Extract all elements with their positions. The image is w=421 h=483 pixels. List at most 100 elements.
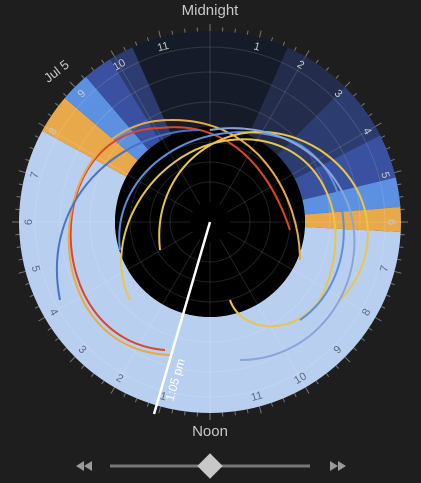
grid-circle	[34, 46, 386, 398]
dial-tick	[335, 75, 339, 79]
hour-label: 10	[292, 370, 309, 387]
dial-tick	[258, 406, 262, 414]
forward-button[interactable]	[330, 461, 346, 471]
dial-tick	[386, 146, 391, 150]
dial-tick	[386, 294, 391, 298]
top-label: Midnight	[182, 2, 240, 19]
hour-label: 1	[159, 390, 168, 403]
grid-circle	[129, 141, 291, 303]
dial-tick	[368, 327, 373, 331]
ring-segment	[110, 47, 172, 141]
dial-tick	[397, 183, 402, 186]
slider-thumb[interactable]	[197, 453, 223, 479]
dial-tick	[158, 406, 162, 414]
dial-tick	[270, 402, 274, 407]
dial-tick	[54, 337, 59, 342]
dial-tick	[146, 37, 150, 42]
dial-tick	[69, 81, 76, 88]
ring-segment	[248, 47, 346, 155]
ring-segment	[132, 31, 210, 136]
dial-tick	[47, 113, 52, 117]
slider	[76, 453, 346, 479]
dial-tick	[146, 402, 150, 407]
dial-tick	[305, 50, 310, 57]
dial-tick	[353, 93, 357, 97]
dial-tick	[394, 270, 402, 274]
hour-label: 4	[360, 126, 373, 137]
hour-label: 10	[111, 57, 128, 74]
dial-tick	[16, 246, 21, 248]
dial-tick	[381, 306, 386, 309]
grid-line	[227, 126, 376, 213]
ring-segment	[302, 177, 401, 215]
dial-tick	[29, 294, 34, 298]
dial-tick	[294, 393, 297, 398]
dial-tick	[353, 347, 357, 351]
dial-tick	[63, 347, 67, 351]
dial-tick	[390, 158, 395, 162]
dial-tick	[101, 59, 105, 64]
dial-tick	[399, 196, 404, 198]
dial-tick	[54, 102, 59, 107]
dial-tick	[123, 393, 126, 398]
hour-label: 6	[385, 219, 397, 225]
grid-circle	[169, 181, 251, 263]
hour-label: 8	[360, 307, 373, 318]
grid	[19, 31, 401, 413]
orbit	[120, 138, 337, 328]
hour-label: 8	[46, 126, 59, 137]
hour-label: 11	[156, 40, 170, 55]
dial-tick	[305, 387, 310, 394]
dial-tick	[34, 135, 39, 138]
dial-tick	[63, 93, 67, 97]
dial-tick	[123, 46, 126, 51]
orbit	[69, 126, 291, 351]
dial-tick	[18, 258, 23, 261]
time-hand	[152, 221, 212, 415]
dial-tick	[234, 411, 236, 416]
dial-tick	[134, 398, 138, 403]
dial-tick	[25, 158, 30, 162]
dial-tick	[315, 380, 319, 385]
dial-tick	[234, 28, 236, 33]
dial-tick	[101, 380, 105, 385]
dial-tick	[184, 411, 186, 416]
dial-tick	[81, 75, 85, 79]
rewind-button[interactable]	[76, 461, 92, 471]
dial-tick	[361, 337, 366, 342]
ring-segment	[19, 130, 401, 413]
dial-tick	[38, 122, 45, 127]
orbit	[67, 118, 301, 356]
dial-tick	[258, 30, 262, 38]
grid-line	[114, 56, 201, 205]
ring-segment	[277, 86, 381, 179]
dial-tick	[246, 409, 249, 414]
grid-line	[44, 126, 193, 213]
dial-tick	[282, 398, 286, 403]
hour-label: 11	[250, 389, 264, 404]
dial-tick	[25, 282, 30, 286]
dial-tick	[18, 183, 23, 186]
dial-tick	[390, 282, 395, 286]
dial-tick	[394, 170, 402, 174]
dial-ticks	[12, 24, 408, 420]
dial-tick	[294, 46, 297, 51]
dial-tick	[110, 50, 115, 57]
orbit	[118, 131, 345, 321]
dial-tick	[325, 373, 330, 378]
dial-tick	[158, 30, 162, 38]
dial-tick	[90, 373, 95, 378]
orbit	[55, 129, 201, 301]
dial-tick	[315, 59, 319, 64]
grid-line	[227, 231, 376, 318]
dial-tick	[344, 81, 351, 88]
dial-tick	[361, 102, 366, 107]
ring-segment	[210, 31, 288, 136]
hour-label: 5	[29, 264, 42, 273]
hour-label: 7	[28, 171, 41, 180]
grid-line	[44, 231, 193, 318]
dial-tick	[282, 41, 286, 46]
dial-tick	[368, 113, 373, 117]
dial-tick	[69, 356, 76, 363]
orbit	[209, 127, 356, 361]
